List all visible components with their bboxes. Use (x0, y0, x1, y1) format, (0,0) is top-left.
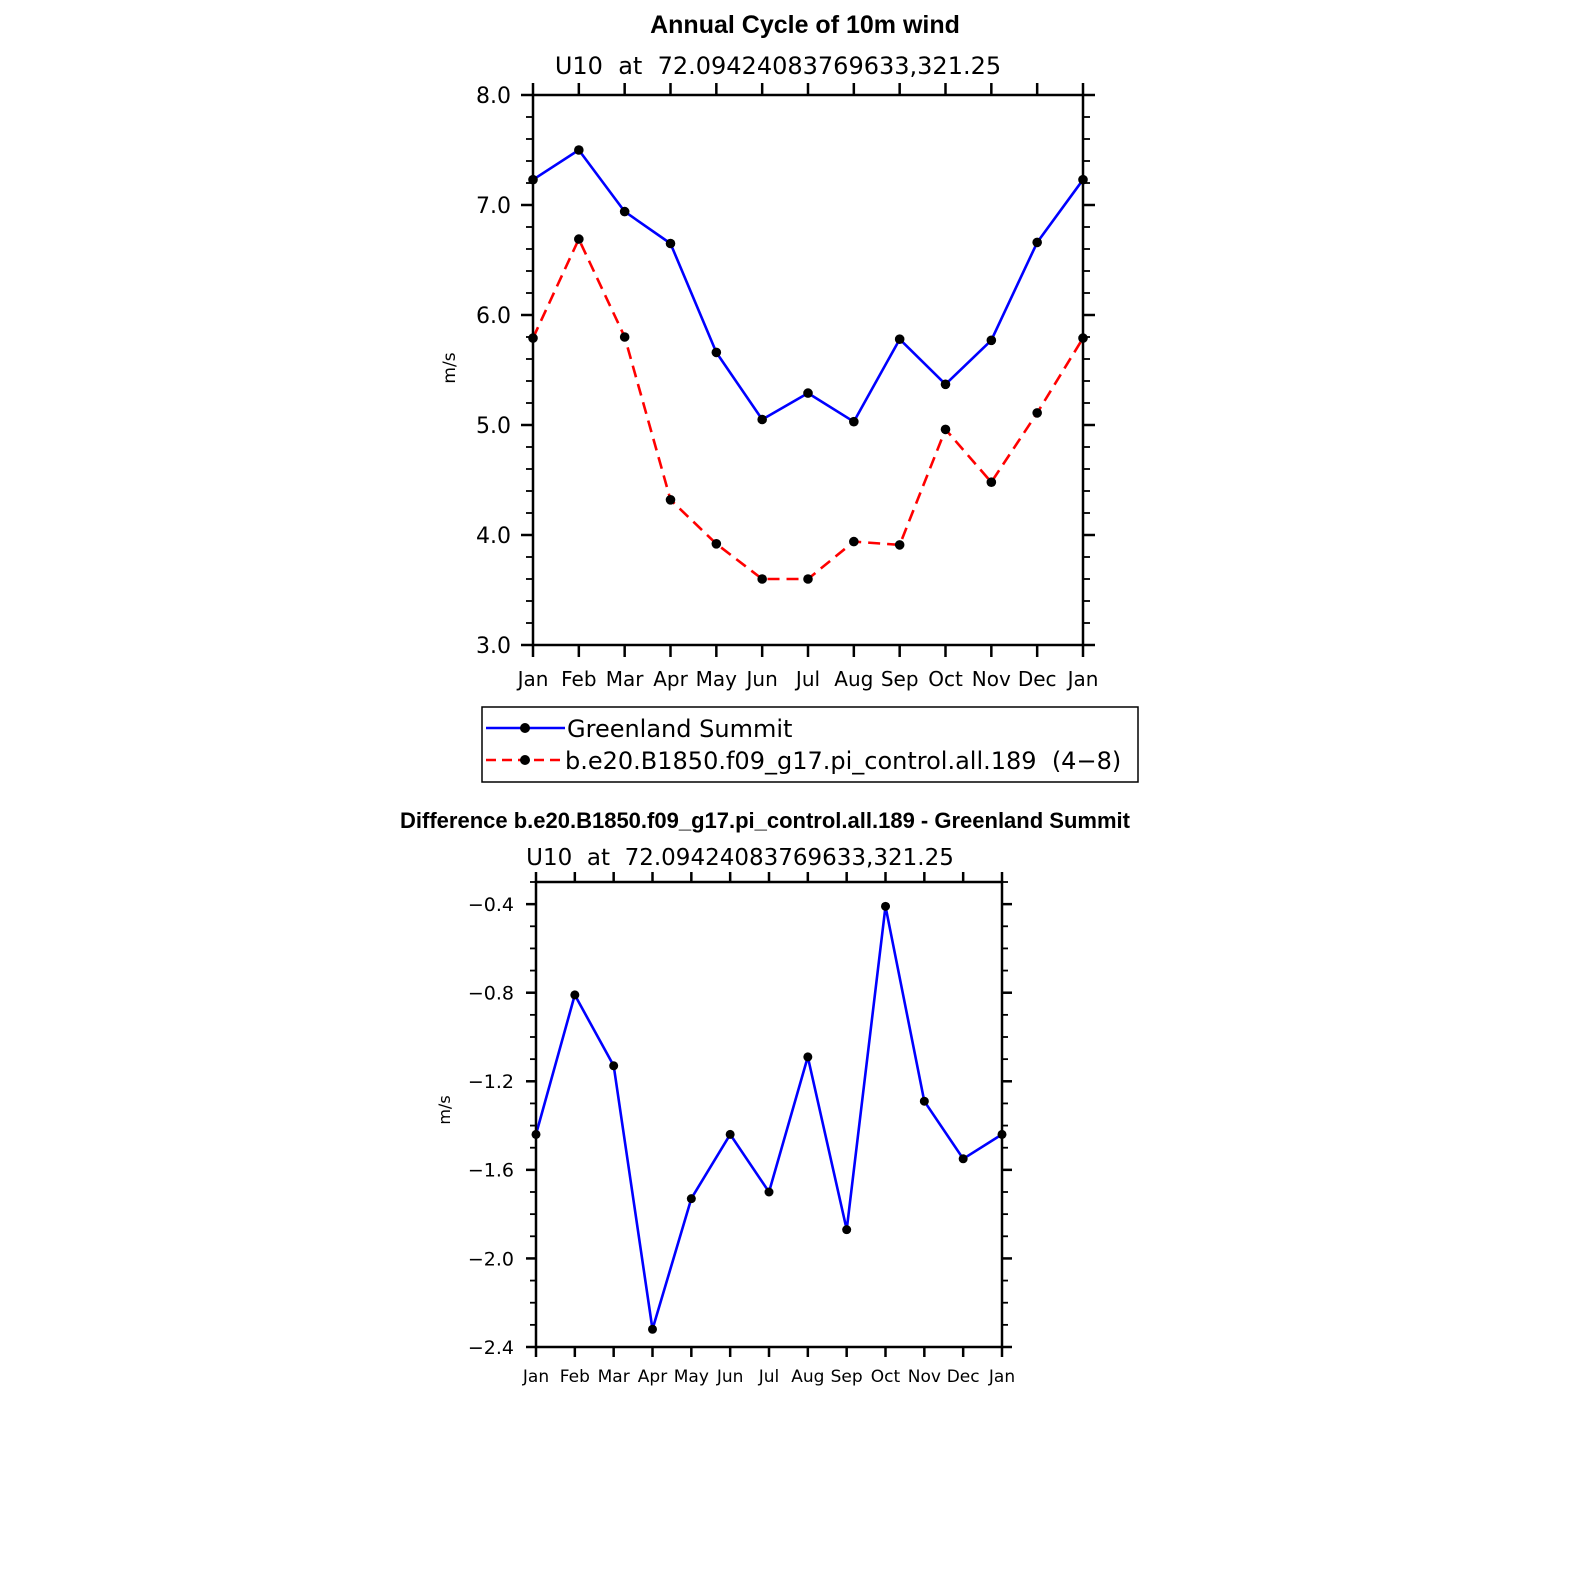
data-point (665, 495, 676, 505)
y-tick-label: 5.0 (476, 414, 511, 439)
data-point (803, 1052, 813, 1062)
data-point (648, 1324, 657, 1334)
x-tick-label: Nov (972, 667, 1011, 691)
data-point (619, 332, 630, 342)
series-line (534, 905, 1003, 1331)
x-tick-label: Jul (794, 667, 820, 691)
x-tick-label: Sep (881, 667, 919, 691)
chart-subtitle: U10 at 72.09424083769633,321.25 (555, 52, 1001, 80)
y-tick-label: −1.6 (468, 1160, 514, 1182)
data-point (894, 334, 905, 345)
x-tick-label: Aug (791, 1367, 824, 1387)
x-tick-label: Jan (988, 1367, 1015, 1387)
data-point (619, 206, 630, 217)
x-tick-label: May (696, 667, 738, 691)
data-point (764, 1187, 774, 1197)
y-tick-label: −0.8 (468, 983, 514, 1005)
series-line (531, 237, 1085, 581)
x-tick-label: Feb (561, 667, 596, 691)
x-tick-label: Jan (1066, 667, 1099, 691)
legend-marker-model (520, 755, 530, 765)
plot-series (528, 145, 1088, 584)
x-tick-label: Jan (516, 667, 549, 691)
data-point (711, 347, 722, 358)
y-tick-label: 8.0 (476, 84, 511, 109)
legend-marker-greenland (520, 723, 530, 733)
data-point (803, 388, 813, 398)
x-tick-labels: Jan Feb Mar Apr May Jun Jul Aug Sep Oct Nov Dec Jan (516, 667, 1099, 691)
x-tick-label: Nov (908, 1367, 941, 1387)
difference-panel: Difference b.e20.B1850.f09_g17.pi_contro… (400, 808, 1131, 1387)
x-tick-label: Aug (834, 667, 873, 691)
y-tick-labels: −2.4 −2.0 −1.6 −1.2 −0.8 −0.4 (468, 894, 514, 1359)
x-tick-label: Jun (745, 667, 778, 691)
data-point (842, 1225, 852, 1235)
x-tick-label: Apr (638, 1367, 667, 1387)
chart-title: Annual Cycle of 10m wind (650, 11, 960, 39)
data-point (711, 539, 722, 549)
x-tick-label: Mar (606, 667, 645, 691)
y-axis-label: m/s (435, 1095, 454, 1124)
data-point (757, 574, 767, 584)
legend: Greenland Summit b.e20.B1850.f09_g17.pi_… (481, 706, 1139, 783)
data-point (940, 424, 951, 435)
x-tick-label: Oct (928, 667, 963, 691)
y-tick-label: −1.2 (468, 1071, 514, 1093)
data-point (1032, 237, 1042, 248)
x-tick-label: Oct (871, 1367, 901, 1387)
plot-frame (531, 93, 1085, 647)
y-tick-label: −2.4 (468, 1337, 514, 1359)
chart-title: Difference b.e20.B1850.f09_g17.pi_contro… (400, 808, 1131, 833)
data-point (757, 414, 767, 425)
tick-marks (526, 872, 1012, 1357)
data-point (986, 335, 997, 346)
y-tick-label: 6.0 (476, 304, 511, 329)
x-tick-label: Apr (653, 667, 688, 691)
y-tick-labels: 3.0 4.0 5.0 6.0 7.0 8.0 (476, 84, 511, 659)
data-point (849, 416, 859, 427)
data-point (609, 1061, 619, 1071)
legend-label-model: b.e20.B1850.f09_g17.pi_control.all.189 (… (565, 747, 1121, 775)
x-tick-label: Jun (716, 1367, 744, 1387)
legend-label-greenland: Greenland Summit (567, 715, 792, 743)
y-tick-label: 4.0 (476, 524, 511, 549)
data-point (686, 1194, 696, 1204)
series-line (532, 148, 1085, 424)
data-point (725, 1129, 735, 1139)
data-point (803, 574, 813, 584)
data-point (894, 540, 905, 550)
data-point (574, 145, 584, 155)
x-tick-label: Feb (560, 1367, 590, 1387)
y-tick-label: −0.4 (468, 894, 514, 916)
x-tick-label: Jan (522, 1367, 549, 1387)
data-point (574, 234, 584, 244)
data-point (940, 379, 951, 390)
y-tick-label: 3.0 (476, 634, 511, 659)
y-axis-label: m/s (440, 352, 460, 383)
x-tick-label: Mar (598, 1367, 630, 1387)
x-tick-label: Jul (758, 1367, 780, 1387)
data-point (986, 477, 997, 488)
data-point (570, 990, 580, 1000)
tick-marks (521, 83, 1095, 657)
y-tick-label: 7.0 (476, 194, 511, 219)
data-point (881, 901, 890, 911)
y-tick-label: −2.0 (468, 1248, 514, 1270)
annual-cycle-panel: Annual Cycle of 10m wind U10 at 72.09424… (440, 11, 1139, 783)
legend-box (481, 706, 1139, 783)
x-tick-label: Sep (831, 1367, 863, 1387)
data-point (665, 238, 676, 249)
x-tick-label: May (674, 1367, 709, 1387)
data-point (958, 1154, 968, 1164)
data-point (849, 536, 859, 547)
plot-frame (534, 880, 1004, 1349)
plot-series (531, 901, 1007, 1334)
x-tick-label: Dec (947, 1367, 980, 1387)
data-point (919, 1096, 929, 1106)
x-tick-labels: Jan Feb Mar Apr May Jun Jul Aug Sep Oct Nov Dec Jan (522, 1367, 1015, 1387)
data-point (1032, 408, 1042, 418)
x-tick-label: Dec (1018, 667, 1057, 691)
chart-subtitle: U10 at 72.09424083769633,321.25 (526, 845, 954, 871)
